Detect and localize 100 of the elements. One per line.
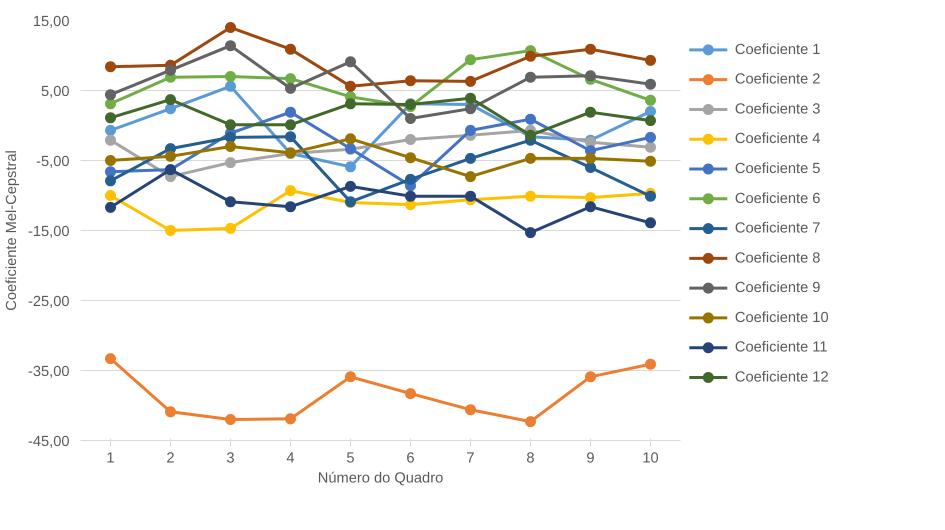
x-tick-label: 7 (466, 450, 475, 466)
point (225, 80, 236, 92)
point (645, 358, 656, 370)
point (225, 119, 236, 130)
x-tick-label: 9 (586, 450, 595, 466)
point (525, 227, 536, 238)
x-tick-label: 4 (286, 450, 295, 466)
point (285, 413, 296, 424)
point (465, 92, 476, 104)
legend-label: Coeficiente 9 (734, 280, 820, 296)
y-tick-label: 15,00 (32, 14, 70, 30)
point (165, 103, 176, 114)
point (465, 54, 476, 66)
y-tick-label: -15,00 (28, 224, 70, 240)
point (345, 98, 356, 110)
y-tick-label: -45,00 (28, 434, 70, 450)
point (405, 190, 416, 202)
y-tick-label: -25,00 (28, 294, 70, 310)
x-tick-label: 8 (526, 450, 535, 466)
point (105, 166, 116, 178)
point (465, 404, 476, 416)
x-tick-label: 5 (346, 450, 355, 466)
legend-label: Coeficiente 2 (734, 72, 820, 88)
legend-label: Coeficiente 11 (734, 340, 828, 356)
point (225, 222, 236, 234)
point (105, 134, 116, 146)
point (405, 113, 416, 124)
point (165, 150, 176, 162)
point (645, 106, 656, 117)
point (105, 98, 116, 110)
point (645, 54, 656, 66)
point (585, 44, 596, 55)
point (165, 406, 176, 418)
point (405, 174, 416, 185)
point (165, 64, 176, 76)
point (225, 71, 236, 82)
point (285, 185, 296, 196)
point (585, 192, 596, 204)
point (285, 131, 296, 142)
point (225, 196, 236, 208)
legend-label: Coeficiente 3 (734, 101, 820, 118)
point (525, 416, 536, 428)
point (585, 162, 596, 173)
point (105, 175, 116, 186)
point (285, 106, 296, 118)
point (465, 171, 476, 182)
point (105, 202, 116, 213)
legend-label: Coeficiente 5 (734, 161, 820, 178)
point (525, 72, 536, 83)
point (525, 190, 536, 202)
point (285, 201, 296, 212)
point (105, 190, 116, 201)
point (465, 190, 476, 202)
point (465, 103, 476, 114)
point (345, 180, 356, 192)
point (345, 133, 356, 144)
point (645, 94, 656, 106)
point (585, 371, 596, 382)
x-tick-label: 6 (406, 450, 415, 466)
point (645, 217, 656, 228)
point (645, 115, 656, 126)
legend-label: Coeficiente 12 (734, 370, 829, 386)
y-axis-title: Coeficiente Mel-Cepstral (4, 150, 20, 311)
point (345, 161, 356, 172)
point (405, 388, 416, 400)
legend-label: Coeficiente 8 (734, 250, 820, 266)
point (225, 414, 236, 425)
point (165, 94, 176, 106)
point (345, 56, 356, 68)
point (225, 22, 236, 33)
point (525, 114, 536, 125)
point (225, 141, 236, 152)
point (585, 106, 596, 118)
legend-label: Coeficiente 7 (734, 220, 820, 237)
x-tick-label: 1 (106, 450, 115, 466)
point (465, 76, 476, 87)
point (585, 152, 596, 164)
point (165, 225, 176, 236)
point (585, 201, 596, 212)
point (585, 70, 596, 82)
point (285, 73, 296, 84)
point (285, 119, 296, 130)
x-axis-title: Número do Quadro (318, 470, 444, 486)
y-tick-label: -5,00 (36, 154, 70, 170)
point (105, 89, 116, 100)
point (105, 61, 116, 72)
point (465, 124, 476, 136)
point (105, 353, 116, 364)
y-tick-label: -35,00 (28, 364, 70, 380)
point (525, 152, 536, 164)
point (225, 157, 236, 168)
point (285, 82, 296, 94)
point (465, 152, 476, 164)
point (105, 112, 116, 124)
point (645, 156, 656, 167)
point (225, 132, 236, 143)
point (105, 155, 116, 166)
point (225, 40, 236, 52)
point (525, 50, 536, 62)
point (105, 124, 116, 136)
